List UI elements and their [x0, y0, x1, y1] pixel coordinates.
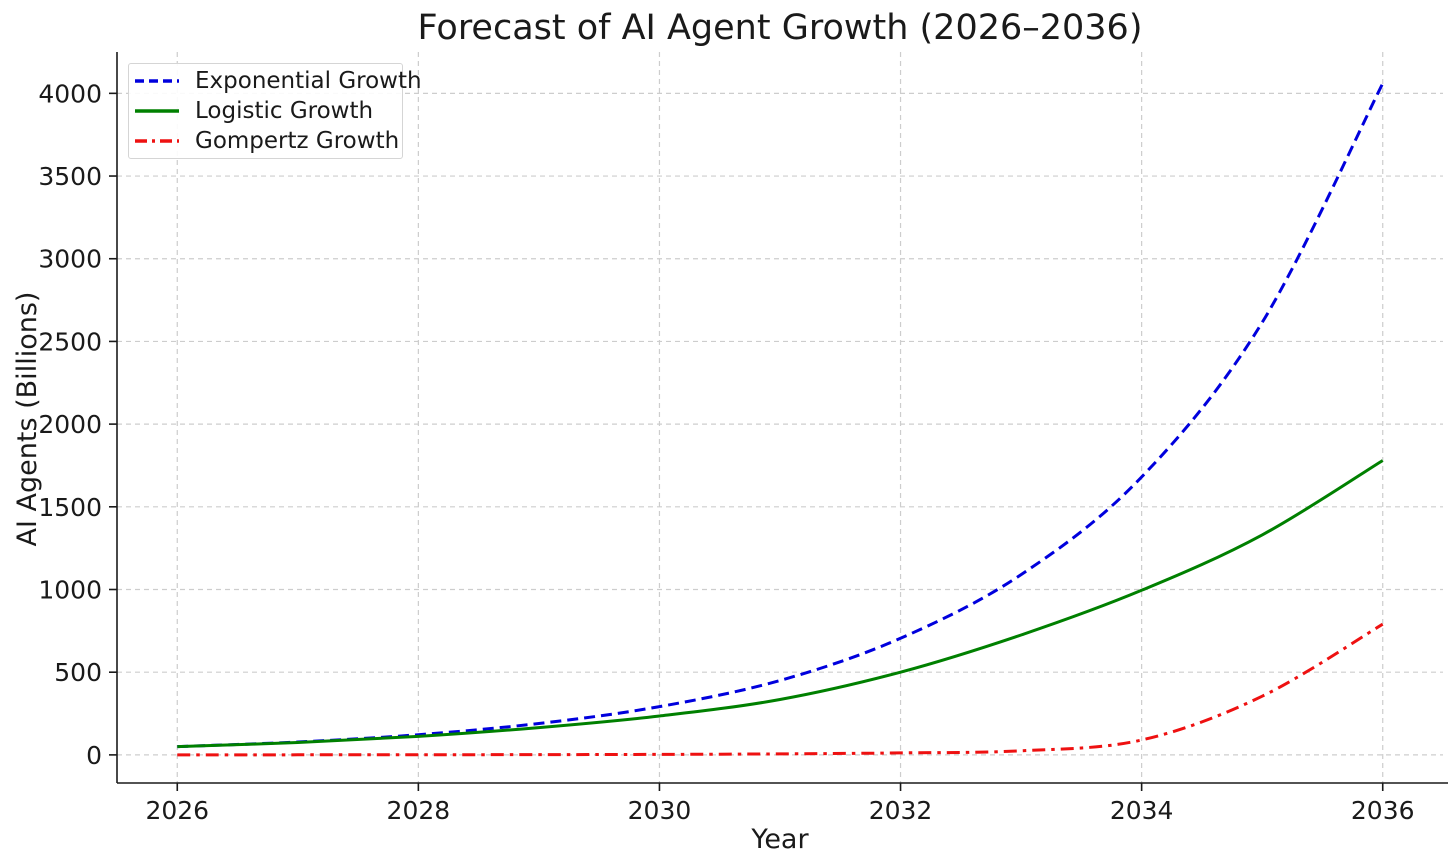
y-tick-label: 500 — [54, 658, 102, 687]
y-tick-label: 2000 — [38, 410, 102, 439]
legend-item-exponential-growth: Exponential Growth — [135, 66, 422, 96]
y-tick-label: 4000 — [38, 79, 102, 108]
legend-label: Logistic Growth — [195, 98, 374, 124]
legend-line-swatch — [135, 109, 179, 113]
legend-item-logistic-growth: Logistic Growth — [135, 96, 392, 126]
y-tick-label: 2500 — [38, 327, 102, 356]
y-tick-label: 3000 — [38, 245, 102, 274]
chart-title: Forecast of AI Agent Growth (2026–2036) — [417, 8, 1143, 48]
legend-item-gompertz-growth: Gompertz Growth — [135, 126, 399, 156]
series-line-gompertz-growth — [177, 622, 1384, 757]
y-tick-label: 0 — [86, 741, 102, 770]
x-axis-label: Year — [751, 824, 809, 855]
x-tick-label: 2028 — [387, 796, 451, 825]
x-tick-label: 2030 — [628, 796, 692, 825]
x-tick-label: 2026 — [145, 796, 209, 825]
series-line-logistic-growth — [177, 459, 1384, 749]
y-tick-label: 1000 — [38, 576, 102, 605]
legend-label: Exponential Growth — [195, 68, 422, 94]
legend-box: Exponential Growth Logistic Growth Gompert… — [128, 63, 422, 159]
legend-label: Gompertz Growth — [195, 128, 400, 154]
legend-line-swatch — [135, 139, 179, 143]
x-tick-label: 2036 — [1351, 796, 1415, 825]
y-tick-label: 1500 — [38, 493, 102, 522]
y-tick-label: 3500 — [38, 162, 102, 191]
legend-line-swatch — [135, 79, 179, 83]
x-tick-label: 2032 — [869, 796, 933, 825]
x-tick-label: 2034 — [1110, 796, 1174, 825]
series-line-exponential-growth — [177, 82, 1385, 749]
y-axis-label: AI Agents (Billions) — [11, 291, 43, 547]
